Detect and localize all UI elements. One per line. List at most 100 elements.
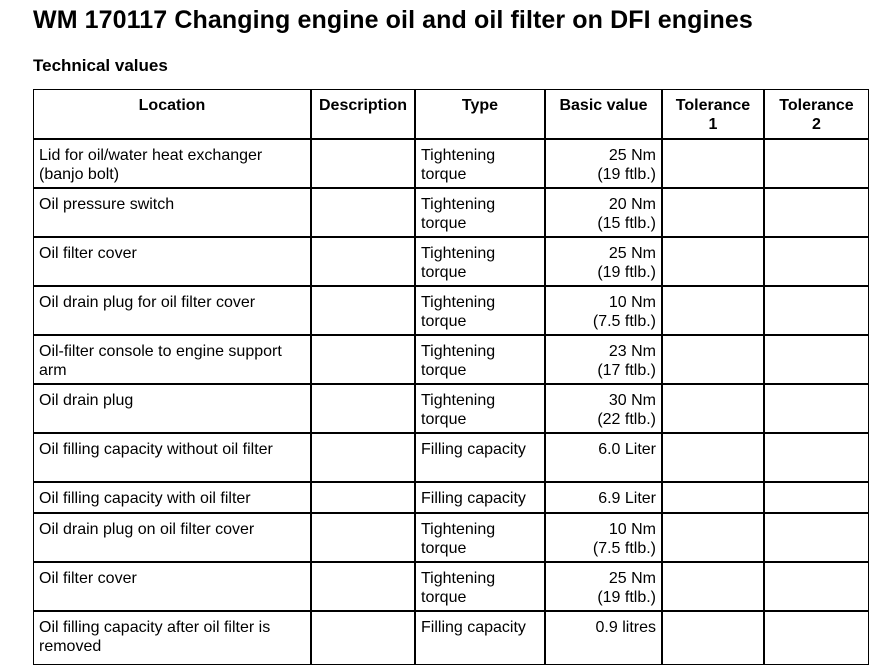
cell-type: Tightening torque — [416, 563, 546, 612]
cell-tolerance-2 — [765, 385, 868, 434]
basic-value-main: 0.9 litres — [595, 619, 656, 636]
cell-tolerance-2 — [765, 612, 868, 664]
cell-tolerance-2 — [765, 434, 868, 483]
cell-type: Filling capacity — [416, 434, 546, 483]
cell-description — [312, 140, 416, 189]
cell-type: Tightening torque — [416, 140, 546, 189]
cell-description — [312, 483, 416, 514]
cell-location: Oil drain plug for oil filter cover — [34, 287, 312, 336]
cell-tolerance-2 — [765, 563, 868, 612]
basic-value-main: 10 Nm — [608, 521, 656, 538]
cell-tolerance-1 — [663, 140, 765, 189]
table-row: Oil filter cover Tightening torque 25 Nm (1… — [34, 563, 868, 612]
table-row: Oil filter cover Tightening torque 25 Nm (1… — [34, 238, 868, 287]
basic-value-main: 25 Nm — [608, 245, 656, 262]
cell-type: Tightening torque — [416, 336, 546, 385]
cell-type: Filling capacity — [416, 612, 546, 664]
cell-basic-value: 23 Nm (17 ftlb.) — [546, 336, 663, 385]
cell-type: Tightening torque — [416, 189, 546, 238]
table-body: Lid for oil/water heat exchanger (banjo … — [34, 140, 868, 664]
cell-basic-value: 0.9 litres — [546, 612, 663, 664]
cell-type: Tightening torque — [416, 238, 546, 287]
column-header-tolerance-1: Tolerance 1 — [663, 90, 765, 140]
cell-tolerance-1 — [663, 563, 765, 612]
cell-tolerance-1 — [663, 514, 765, 563]
cell-basic-value: 6.0 Liter — [546, 434, 663, 483]
column-header-tolerance-1-line1: Tolerance — [675, 97, 751, 114]
column-header-description: Description — [312, 90, 416, 140]
basic-value-imperial: (17 ftlb.) — [597, 362, 656, 379]
cell-description — [312, 238, 416, 287]
basic-value-imperial: (7.5 ftlb.) — [592, 313, 656, 330]
column-header-tolerance-2: Tolerance 2 — [765, 90, 868, 140]
basic-value-main: 23 Nm — [608, 343, 656, 360]
cell-location: Oil-filter console to engine support arm — [34, 336, 312, 385]
column-header-basic-value: Basic value — [546, 90, 663, 140]
cell-description — [312, 336, 416, 385]
cell-basic-value: 25 Nm (19 ftlb.) — [546, 563, 663, 612]
cell-location: Oil filling capacity after oil filter is… — [34, 612, 312, 664]
cell-description — [312, 287, 416, 336]
cell-basic-value: 20 Nm (15 ftlb.) — [546, 189, 663, 238]
cell-tolerance-2 — [765, 238, 868, 287]
basic-value-main: 6.9 Liter — [598, 490, 656, 507]
table-row: Oil pressure switch Tightening torque 20 N… — [34, 189, 868, 238]
cell-basic-value: 6.9 Liter — [546, 483, 663, 514]
basic-value-main: 10 Nm — [608, 294, 656, 311]
cell-type: Tightening torque — [416, 514, 546, 563]
cell-basic-value: 10 Nm (7.5 ftlb.) — [546, 514, 663, 563]
basic-value-imperial: (7.5 ftlb.) — [592, 540, 656, 557]
column-header-tolerance-1-line2: 1 — [708, 116, 718, 133]
cell-tolerance-2 — [765, 514, 868, 563]
cell-tolerance-1 — [663, 287, 765, 336]
cell-tolerance-2 — [765, 483, 868, 514]
cell-type: Tightening torque — [416, 287, 546, 336]
cell-description — [312, 385, 416, 434]
basic-value-imperial: (22 ftlb.) — [597, 411, 656, 428]
cell-tolerance-1 — [663, 612, 765, 664]
column-header-location: Location — [34, 90, 312, 140]
cell-location: Lid for oil/water heat exchanger (banjo … — [34, 140, 312, 189]
column-header-tolerance-2-line1: Tolerance — [779, 97, 854, 114]
cell-location: Oil filter cover — [34, 563, 312, 612]
table-row: Lid for oil/water heat exchanger (banjo … — [34, 140, 868, 189]
table-row: Oil drain plug for oil filter cover Tight… — [34, 287, 868, 336]
column-header-type: Type — [416, 90, 546, 140]
cell-tolerance-2 — [765, 336, 868, 385]
cell-location: Oil drain plug on oil filter cover — [34, 514, 312, 563]
cell-basic-value: 25 Nm (19 ftlb.) — [546, 140, 663, 189]
cell-location: Oil filling capacity with oil filter — [34, 483, 312, 514]
cell-tolerance-2 — [765, 287, 868, 336]
table-header-row: Location Description Type Basic value To… — [34, 90, 868, 140]
cell-location: Oil drain plug — [34, 385, 312, 434]
cell-tolerance-1 — [663, 189, 765, 238]
table-row: Oil-filter console to engine support arm… — [34, 336, 868, 385]
table-row: Oil filling capacity with oil filter Fill… — [34, 483, 868, 514]
basic-value-imperial: (19 ftlb.) — [597, 166, 656, 183]
basic-value-main: 20 Nm — [608, 196, 656, 213]
cell-tolerance-1 — [663, 385, 765, 434]
cell-tolerance-2 — [765, 140, 868, 189]
basic-value-imperial: (15 ftlb.) — [597, 215, 656, 232]
cell-location: Oil filter cover — [34, 238, 312, 287]
table-row: Oil drain plug Tightening torque 30 Nm (22 … — [34, 385, 868, 434]
basic-value-main: 25 Nm — [608, 147, 656, 164]
cell-tolerance-1 — [663, 336, 765, 385]
cell-tolerance-2 — [765, 189, 868, 238]
basic-value-main: 6.0 Liter — [598, 441, 656, 458]
cell-basic-value: 25 Nm (19 ftlb.) — [546, 238, 663, 287]
cell-tolerance-1 — [663, 238, 765, 287]
cell-description — [312, 563, 416, 612]
cell-type: Tightening torque — [416, 385, 546, 434]
technical-values-table: Location Description Type Basic value To… — [33, 89, 869, 665]
table-row: Oil drain plug on oil filter cover Tighte… — [34, 514, 868, 563]
cell-tolerance-1 — [663, 434, 765, 483]
cell-description — [312, 612, 416, 664]
cell-tolerance-1 — [663, 483, 765, 514]
cell-description — [312, 514, 416, 563]
basic-value-main: 30 Nm — [608, 392, 656, 409]
section-heading: Technical values — [33, 56, 168, 75]
table-row: Oil filling capacity without oil filter F… — [34, 434, 868, 483]
cell-basic-value: 30 Nm (22 ftlb.) — [546, 385, 663, 434]
cell-description — [312, 189, 416, 238]
